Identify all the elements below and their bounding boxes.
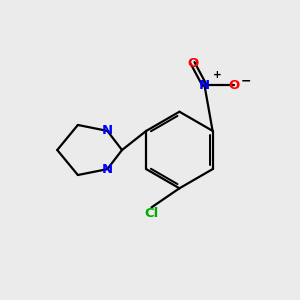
Text: O: O	[228, 79, 239, 92]
Text: O: O	[187, 57, 198, 70]
Text: N: N	[199, 79, 210, 92]
Text: N: N	[102, 124, 113, 137]
Text: Cl: Cl	[144, 207, 159, 220]
Text: N: N	[102, 163, 113, 176]
Text: −: −	[240, 74, 251, 87]
Text: +: +	[213, 70, 222, 80]
